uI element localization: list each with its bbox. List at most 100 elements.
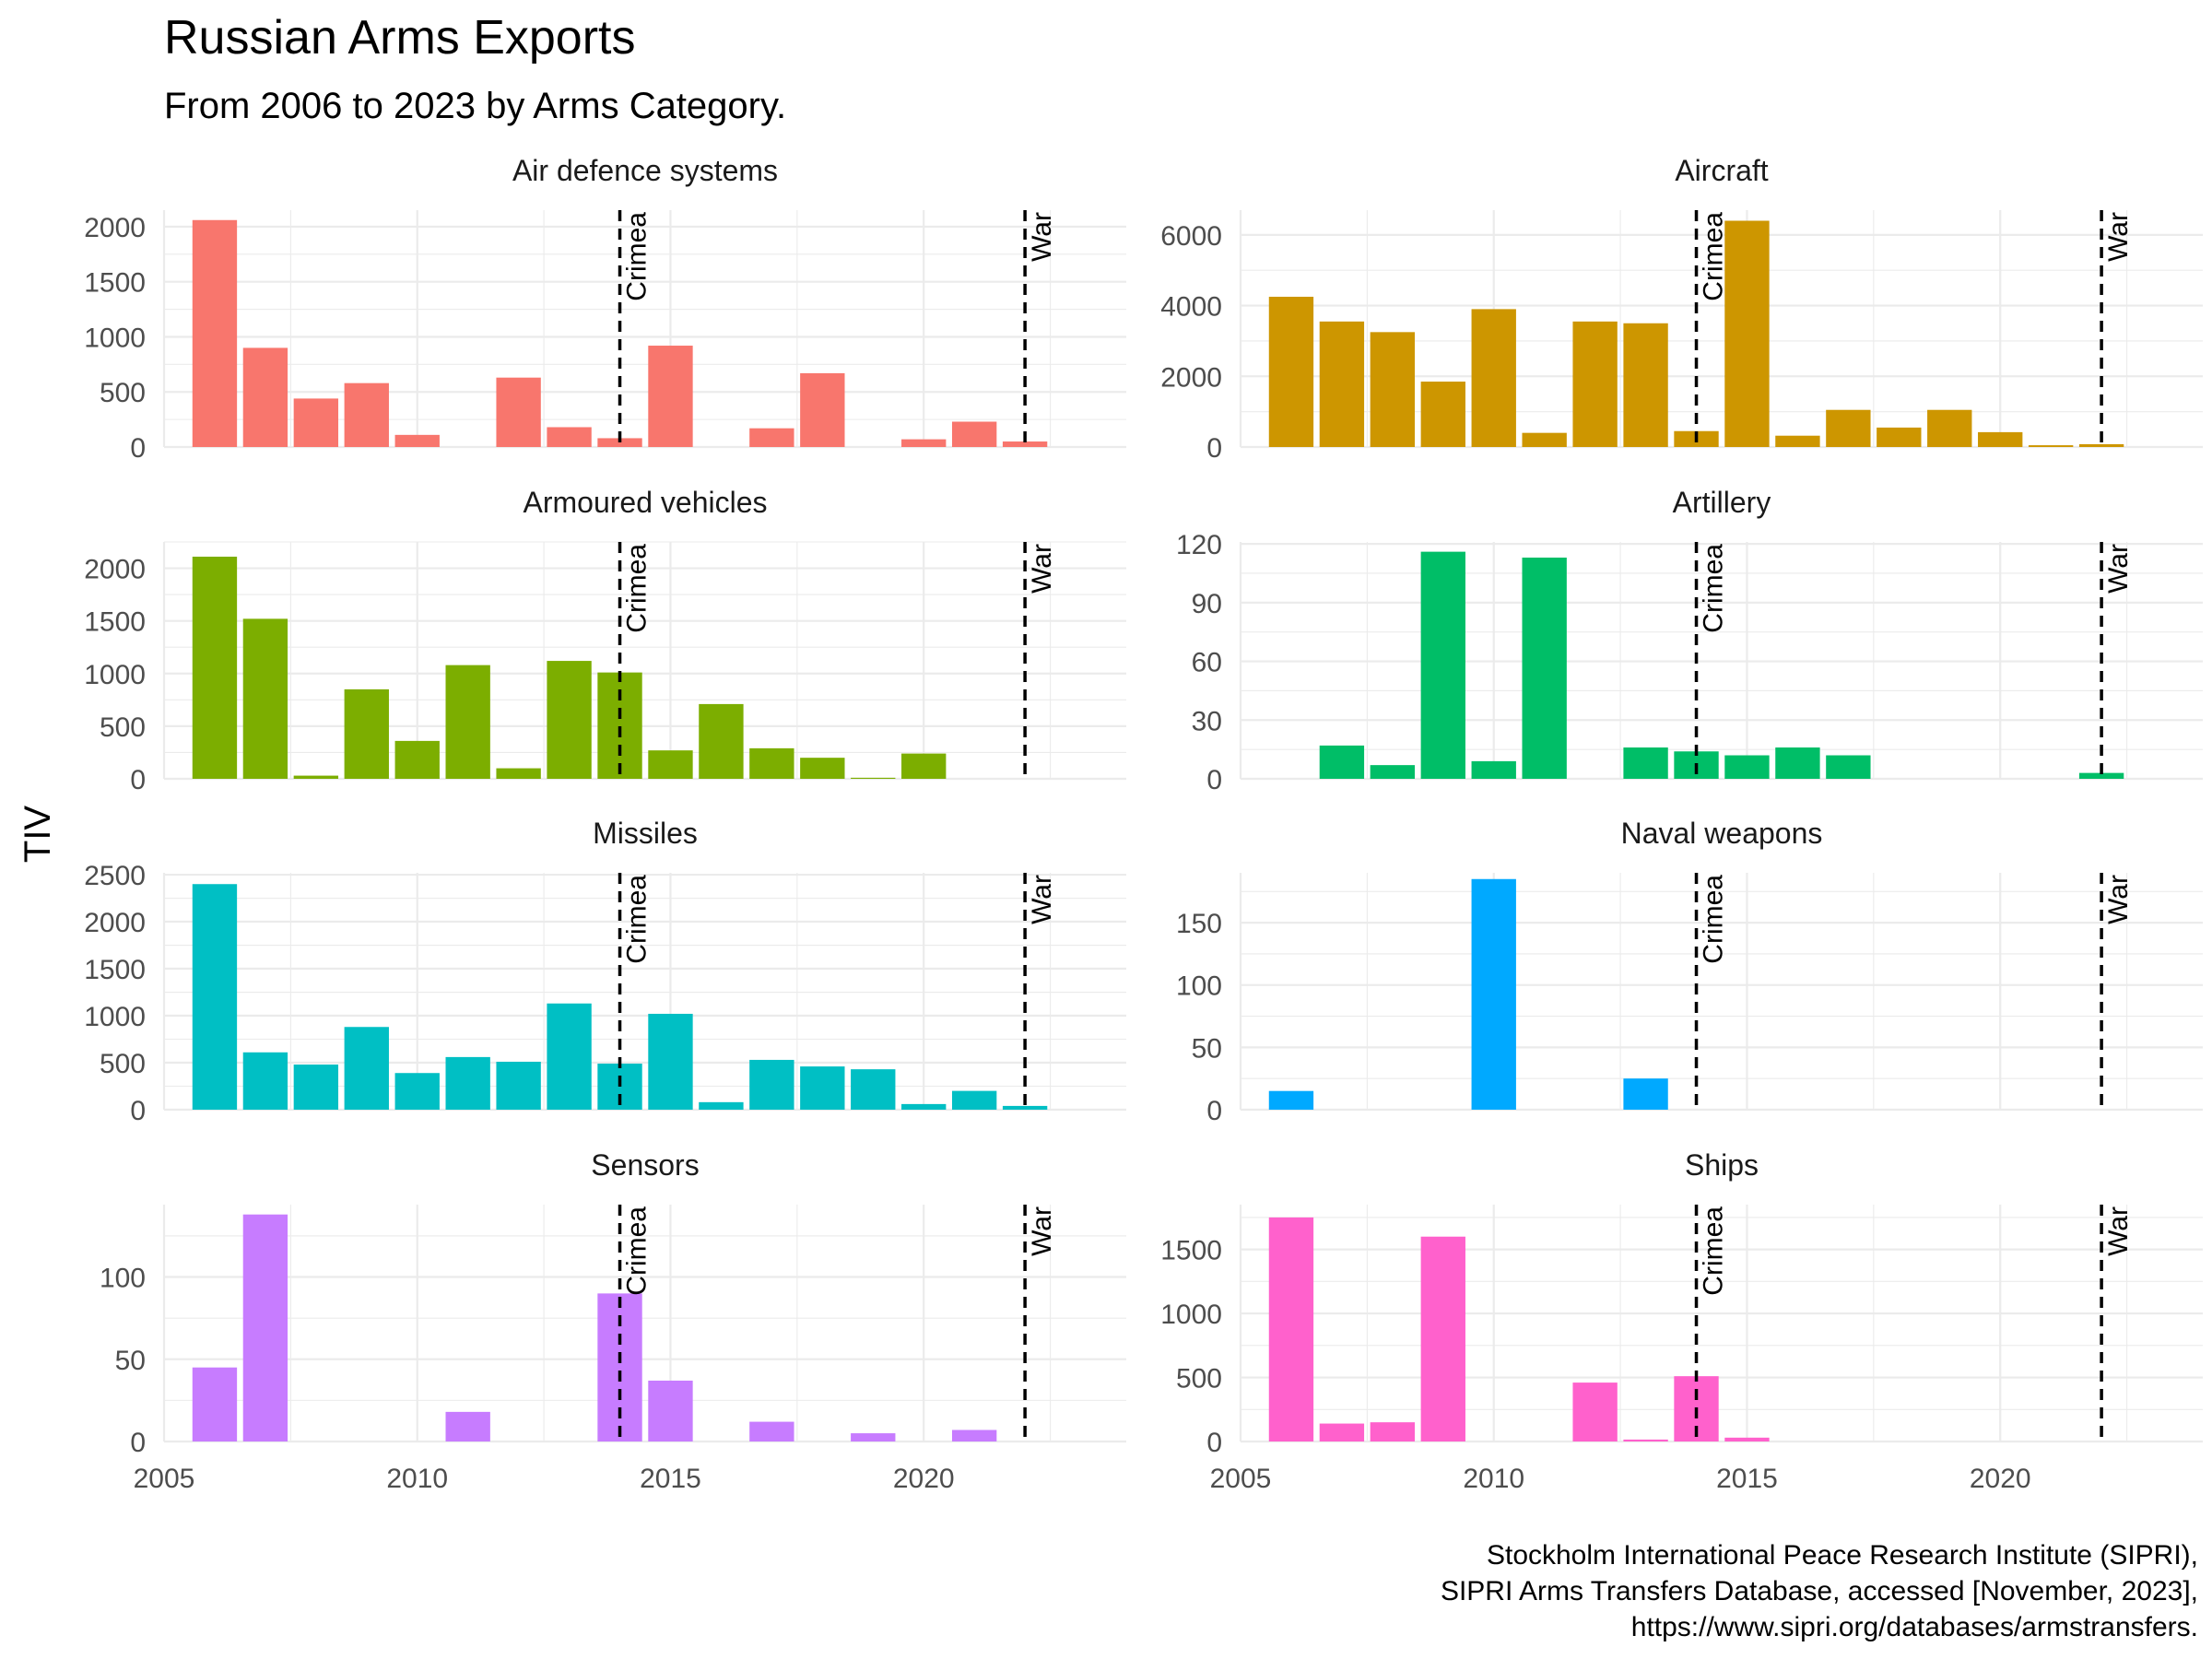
bars (192, 1214, 997, 1441)
bar-2009 (344, 382, 389, 447)
bars (1319, 551, 2124, 779)
bars (192, 884, 1048, 1110)
panel-title: Naval weapons (1621, 817, 1823, 850)
y-tick-label: 4000 (1160, 292, 1222, 323)
caption-line-2: SIPRI Arms Transfers Database, accessed … (1441, 1576, 2198, 1606)
bar-2012 (1572, 1382, 1618, 1441)
gridlines (162, 1205, 1126, 1443)
bar-2018 (1877, 427, 1922, 447)
bar-2008 (293, 1065, 339, 1110)
bar-2006 (192, 556, 238, 779)
bar-2021 (951, 1090, 997, 1110)
bar-2009 (344, 688, 389, 779)
bar-2015 (1724, 1437, 1770, 1441)
reference-label-crimea: Crimea (622, 212, 653, 301)
y-tick-label: 1000 (84, 660, 146, 690)
x-tick-label: 2010 (386, 1464, 448, 1494)
bar-2020 (901, 1103, 947, 1110)
reference-label-war: War (1027, 544, 1057, 594)
panel-missiles: Missiles 0 500 1000 1500 2000 2500 Crimea War (84, 817, 1126, 1126)
bar-2018 (800, 1066, 845, 1110)
bar-2008 (293, 775, 339, 779)
bar-2011 (1522, 557, 1567, 779)
bar-2010 (394, 1073, 440, 1110)
panel-artillery: Artillery 0 30 60 90 120 Crimea War (1176, 486, 2203, 795)
y-tick-label: 500 (100, 378, 146, 408)
bar-2009 (1420, 1236, 1465, 1441)
bar-2015 (1724, 220, 1770, 447)
reference-label-crimea: Crimea (622, 544, 653, 633)
y-tick-label: 2000 (1160, 362, 1222, 393)
y-tick-label: 30 (1192, 706, 1222, 736)
y-tick-label: 0 (130, 1428, 146, 1458)
bar-2009 (1420, 382, 1465, 447)
bar-2022 (2078, 772, 2124, 779)
gridlines (1239, 1205, 2203, 1443)
panel-title: Armoured vehicles (524, 486, 768, 519)
bar-2006 (192, 219, 238, 447)
bar-2019 (851, 777, 896, 779)
bar-2018 (800, 372, 845, 447)
bar-2014 (597, 672, 642, 779)
bar-2010 (1471, 878, 1516, 1110)
y-tick-label: 6000 (1160, 221, 1222, 252)
bar-2021 (951, 421, 997, 447)
bar-2011 (1522, 432, 1567, 447)
bar-2015 (648, 1013, 693, 1110)
y-tick-label: 1500 (84, 607, 146, 638)
reference-label-war: War (2103, 544, 2134, 594)
bars (1268, 1217, 1770, 1441)
bars (192, 219, 1048, 447)
bar-2019 (1927, 409, 1972, 447)
panel-air-defence-systems: Air defence systems 0 500 1000 1500 2000 Crime… (84, 154, 1126, 464)
panel-title: Artillery (1673, 486, 1771, 519)
y-tick-label: 90 (1192, 589, 1222, 619)
bar-2013 (1623, 747, 1668, 779)
y-tick-label: 1500 (84, 955, 146, 985)
reference-label-crimea: Crimea (622, 1206, 653, 1296)
reference-label-war: War (2103, 212, 2134, 262)
bar-2022 (1002, 441, 1048, 447)
bar-2008 (1370, 332, 1416, 447)
bar-2016 (1775, 747, 1820, 779)
bar-2017 (749, 1059, 794, 1110)
y-tick-label: 2000 (84, 213, 146, 243)
bar-2010 (394, 434, 440, 447)
bar-2013 (547, 1003, 592, 1110)
x-tick-label: 2010 (1463, 1464, 1524, 1494)
bar-2012 (496, 1061, 541, 1110)
y-tick-label: 0 (1206, 1096, 1222, 1126)
chart-subtitle: From 2006 to 2023 by Arms Category. (164, 86, 786, 126)
panel-title: Sensors (591, 1148, 699, 1182)
bar-2012 (496, 768, 541, 779)
bar-2007 (1319, 1423, 1365, 1441)
y-tick-label: 1000 (84, 323, 146, 353)
y-tick-label: 60 (1192, 648, 1222, 678)
bar-2015 (648, 750, 693, 779)
y-tick-label: 120 (1176, 530, 1222, 560)
x-tick-label: 2005 (1210, 1464, 1272, 1494)
bar-2016 (699, 1101, 744, 1110)
bar-2022 (2078, 443, 2124, 447)
bar-2015 (648, 346, 693, 447)
bars (1268, 220, 2124, 447)
y-tick-label: 100 (100, 1264, 146, 1294)
reference-label-crimea: Crimea (622, 875, 653, 964)
y-tick-label: 1500 (84, 268, 146, 299)
bar-2021 (2028, 445, 2074, 447)
bar-2007 (242, 1214, 288, 1441)
y-tick-label: 2000 (84, 908, 146, 938)
bar-2016 (699, 703, 744, 779)
bar-2010 (394, 740, 440, 779)
bar-2015 (1724, 755, 1770, 779)
y-tick-label: 100 (1176, 971, 1222, 1002)
y-tick-label: 50 (115, 1346, 146, 1376)
y-tick-label: 500 (100, 1049, 146, 1079)
panel-sensors: Sensors 0 50 100 2005 2010 2015 2020 Crimea War (100, 1148, 1126, 1494)
gridlines (1239, 873, 2203, 1112)
bar-2020 (1978, 431, 2023, 447)
bar-2010 (1471, 760, 1516, 779)
bar-2006 (192, 1367, 238, 1441)
reference-label-war: War (1027, 1206, 1057, 1256)
bar-2009 (1420, 551, 1465, 779)
